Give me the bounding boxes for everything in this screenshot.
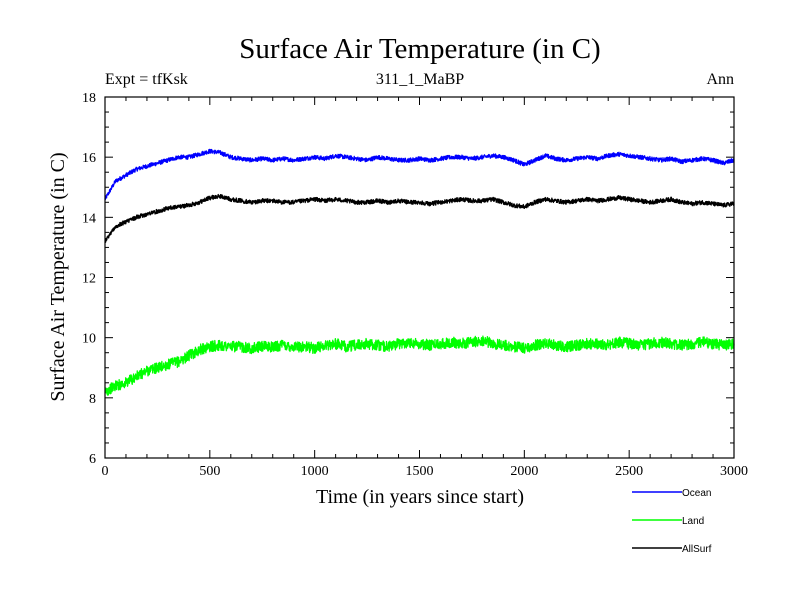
series-line-land bbox=[104, 335, 735, 396]
y-tick-label: 8 bbox=[89, 392, 96, 407]
y-tick-label: 14 bbox=[82, 211, 96, 226]
chart-subtitle-left: Expt = tfKsk bbox=[105, 71, 188, 88]
y-tick-label: 16 bbox=[82, 151, 96, 166]
y-axis-label: Surface Air Temperature (in C) bbox=[47, 152, 69, 401]
x-tick-label: 1500 bbox=[406, 464, 434, 479]
x-axis-label: Time (in years since start) bbox=[316, 486, 524, 508]
x-tick-label: 1000 bbox=[301, 464, 329, 479]
x-tick-label: 2000 bbox=[510, 464, 538, 479]
series-line-allsurf bbox=[104, 193, 735, 243]
y-tick-label: 10 bbox=[82, 332, 96, 347]
chart-subtitle-right: Ann bbox=[706, 71, 734, 88]
axis-layer: 0 500 1000 1500 2000 2500 3000 6 8 10 12 14 16 18 bbox=[82, 91, 748, 479]
series-line-ocean bbox=[104, 148, 735, 201]
legend-label-land: Land bbox=[682, 516, 704, 527]
x-tick-label: 2500 bbox=[615, 464, 643, 479]
y-tick-label: 6 bbox=[89, 452, 96, 467]
y-tick-label: 12 bbox=[82, 272, 96, 287]
legend: Ocean Land AllSurf bbox=[632, 488, 712, 555]
series-layer bbox=[104, 148, 735, 396]
x-tick-label: 500 bbox=[199, 464, 220, 479]
x-tick-label: 3000 bbox=[720, 464, 748, 479]
chart-subtitle-center: 311_1_MaBP bbox=[376, 71, 464, 88]
legend-label-allsurf: AllSurf bbox=[682, 544, 712, 555]
legend-label-ocean: Ocean bbox=[682, 488, 711, 499]
y-tick-label: 18 bbox=[82, 91, 96, 106]
x-tick-label: 0 bbox=[102, 464, 109, 479]
chart-title: Surface Air Temperature (in C) bbox=[239, 33, 600, 65]
plot-frame bbox=[104, 96, 735, 459]
